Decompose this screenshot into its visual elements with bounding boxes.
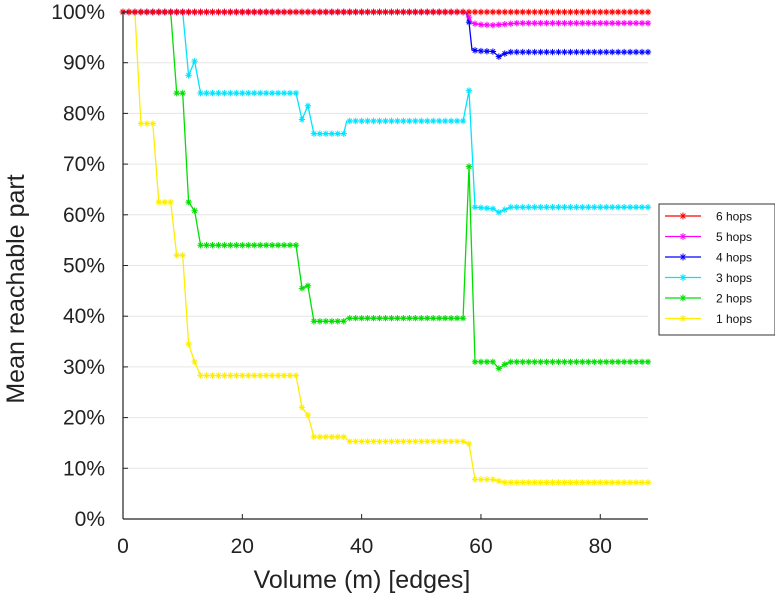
y-tick-labels: 0% 10% 20% 30% 40% 50% 60% 70% 80% 90% 100% (51, 1, 105, 531)
legend-item-2-hops: 2 hops (665, 292, 752, 306)
y-tick-label: 10% (63, 457, 105, 480)
series-line-4-hops (123, 11, 648, 58)
legend-item-5-hops: 5 hops (665, 230, 752, 244)
series-line-1-hops (123, 11, 648, 484)
y-tick-label: 50% (63, 255, 105, 278)
x-axis-title: Volume (m) [edges] (254, 566, 471, 594)
series-layer (119, 8, 652, 486)
legend-item-3-hops: 3 hops (665, 271, 752, 285)
legend-label: 4 hops (716, 251, 752, 265)
y-tick-label: 40% (63, 305, 105, 328)
legend-item-6-hops: 6 hops (665, 210, 752, 224)
legend-label: 2 hops (716, 292, 752, 306)
series-markers-6-hops (119, 8, 652, 16)
legend-label: 3 hops (716, 271, 752, 285)
y-axis-title: Mean reachable part (2, 174, 30, 403)
y-tick-label: 0% (75, 508, 105, 531)
legend-marker (679, 253, 687, 261)
series-6-hops (119, 8, 652, 16)
legend-item-1-hops: 1 hops (665, 312, 752, 326)
y-tick-label: 60% (63, 204, 105, 227)
legend-box (658, 203, 775, 336)
series-1-hops (119, 8, 652, 486)
y-tick-label: 80% (63, 102, 105, 125)
series-markers-3-hops (119, 8, 652, 216)
series-markers-4-hops (119, 8, 652, 60)
legend-marker (679, 233, 687, 240)
y-tick-label: 70% (63, 153, 105, 176)
series-3-hops (119, 8, 652, 216)
x-tick-label: 80 (589, 535, 612, 558)
y-tick-label: 20% (63, 407, 105, 430)
x-tick-label: 40 (350, 535, 373, 558)
y-tick-label: 100% (51, 1, 105, 24)
legend-label: 5 hops (716, 230, 752, 244)
axes (122, 11, 648, 520)
x-tick-label: 0 (117, 535, 129, 558)
x-tick-labels: 0 20 40 60 80 (117, 535, 612, 558)
legend-item-4-hops: 4 hops (665, 251, 752, 265)
legend: 6 hops 5 hops 4 hops 3 hops 2 hops 1 hops (658, 203, 775, 336)
legend-marker (679, 315, 687, 322)
series-4-hops (119, 8, 652, 60)
legend-label: 1 hops (716, 312, 752, 326)
y-tick-label: 90% (63, 52, 105, 75)
legend-label: 6 hops (716, 210, 752, 224)
y-tick-label: 30% (63, 356, 105, 379)
series-markers-1-hops (119, 8, 652, 486)
series-line-3-hops (123, 11, 648, 214)
series-2-hops (119, 8, 652, 372)
legend-marker (679, 212, 687, 220)
legend-marker (679, 294, 687, 302)
x-tick-label: 60 (469, 535, 492, 558)
legend-marker (679, 274, 687, 281)
x-tick-label: 20 (231, 535, 254, 558)
series-line-2-hops (123, 11, 648, 370)
series-markers-2-hops (119, 8, 652, 372)
